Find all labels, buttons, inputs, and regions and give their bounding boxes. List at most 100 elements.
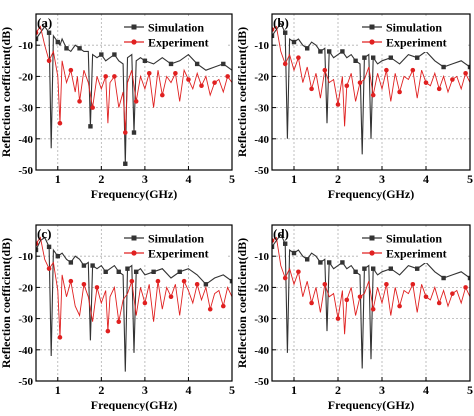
data-point: [173, 70, 178, 76]
data-point: [221, 61, 226, 67]
y-axis-label: Reflection coefficient(dB): [0, 27, 13, 157]
data-point: [291, 39, 297, 45]
x-tick-label: 4: [185, 172, 191, 186]
data-point: [371, 55, 376, 60]
data-point: [441, 64, 446, 70]
x-axis-label: Frequency(GHz): [328, 187, 414, 201]
legend-marker-experiment: [369, 250, 375, 256]
series-line: [36, 25, 232, 133]
panel-label: (c): [37, 226, 51, 241]
x-tick-label: 2: [335, 383, 341, 397]
data-point: [64, 46, 69, 51]
data-point: [362, 266, 367, 271]
data-point: [99, 52, 104, 57]
data-point: [318, 49, 323, 54]
data-point: [283, 30, 288, 35]
data-point: [46, 244, 52, 250]
data-point: [122, 130, 128, 135]
data-point: [168, 61, 174, 67]
x-tick-label: 4: [423, 172, 429, 186]
data-point: [335, 316, 341, 321]
legend-marker-experiment: [131, 39, 137, 45]
data-point: [36, 36, 39, 42]
x-tick-label: 3: [379, 172, 385, 186]
y-tick-label: -20: [18, 282, 33, 294]
data-point: [309, 300, 314, 306]
legend-label-experiment: Experiment: [386, 36, 447, 50]
legend-label-simulation: Simulation: [386, 232, 442, 246]
data-point: [225, 74, 230, 79]
data-point: [415, 266, 420, 271]
x-tick-label: 1: [55, 172, 61, 186]
series-experiment: [272, 25, 470, 127]
data-point: [436, 300, 442, 306]
data-point: [229, 278, 232, 284]
data-point: [410, 67, 416, 73]
legend-label-experiment: Experiment: [148, 36, 209, 50]
data-point: [46, 266, 52, 271]
series-line: [272, 233, 470, 369]
data-point: [327, 49, 332, 54]
y-axis-label: Reflection coefficient(dB): [0, 238, 13, 368]
data-point: [384, 67, 389, 73]
x-tick-label: 4: [423, 383, 429, 397]
data-point: [220, 303, 226, 309]
data-point: [181, 278, 187, 284]
series-simulation: [36, 25, 232, 166]
data-point: [103, 269, 108, 274]
y-tick-label: -50: [254, 165, 269, 177]
x-tick-label: 2: [98, 172, 104, 186]
x-tick-label: 5: [467, 383, 473, 397]
data-point: [450, 77, 455, 82]
y-tick-label: -10: [254, 251, 269, 263]
data-point: [309, 86, 314, 92]
y-tick-label: -10: [18, 251, 33, 263]
panel-label: (d): [273, 226, 289, 241]
data-point: [131, 130, 137, 135]
data-point: [410, 281, 416, 287]
data-point: [151, 269, 156, 274]
data-point: [146, 70, 152, 76]
y-tick-label: -40: [18, 345, 33, 357]
data-point: [155, 278, 161, 284]
data-point: [344, 297, 350, 303]
series-simulation: [272, 22, 470, 155]
data-point: [415, 55, 420, 60]
data-point: [133, 99, 139, 104]
legend-label-simulation: Simulation: [148, 21, 204, 35]
data-point: [353, 58, 358, 63]
series-line: [272, 25, 470, 127]
data-point: [272, 33, 275, 39]
x-axis-label: Frequency(GHz): [91, 187, 177, 201]
data-point: [322, 281, 328, 287]
series-line: [272, 22, 470, 155]
y-tick-label: -30: [254, 314, 269, 326]
data-point: [90, 263, 95, 268]
x-tick-label: 5: [229, 383, 235, 397]
data-point: [397, 303, 402, 309]
data-point: [335, 102, 341, 107]
data-point: [272, 244, 275, 250]
y-axis-label: Reflection coefficient(dB): [235, 27, 249, 157]
data-point: [207, 306, 213, 312]
series-experiment: [36, 236, 232, 340]
data-point: [344, 83, 350, 89]
data-point: [103, 74, 108, 79]
data-point: [353, 269, 358, 274]
axes-frame: [35, 13, 233, 171]
data-point: [357, 294, 363, 300]
y-axis-label: Reflection coefficient(dB): [235, 238, 249, 368]
legend-marker-simulation: [369, 24, 375, 30]
x-axis-label: Frequency(GHz): [91, 398, 177, 411]
data-point: [160, 92, 165, 98]
panel-label: (a): [37, 15, 52, 30]
data-point: [68, 67, 74, 73]
chart-panel-a: 1 2 3 4 5 -10 -20 -30 -40 -50 Frequency(GHz) Reflec…: [0, 13, 235, 201]
data-point: [423, 294, 429, 300]
chart-panel-c: 1 2 3 4 5 -10 -20 -30 -40 -50 Frequency(GHz) Reflec…: [0, 224, 235, 412]
data-point: [142, 300, 148, 306]
data-point: [291, 250, 297, 256]
x-tick-label: 1: [291, 383, 297, 397]
